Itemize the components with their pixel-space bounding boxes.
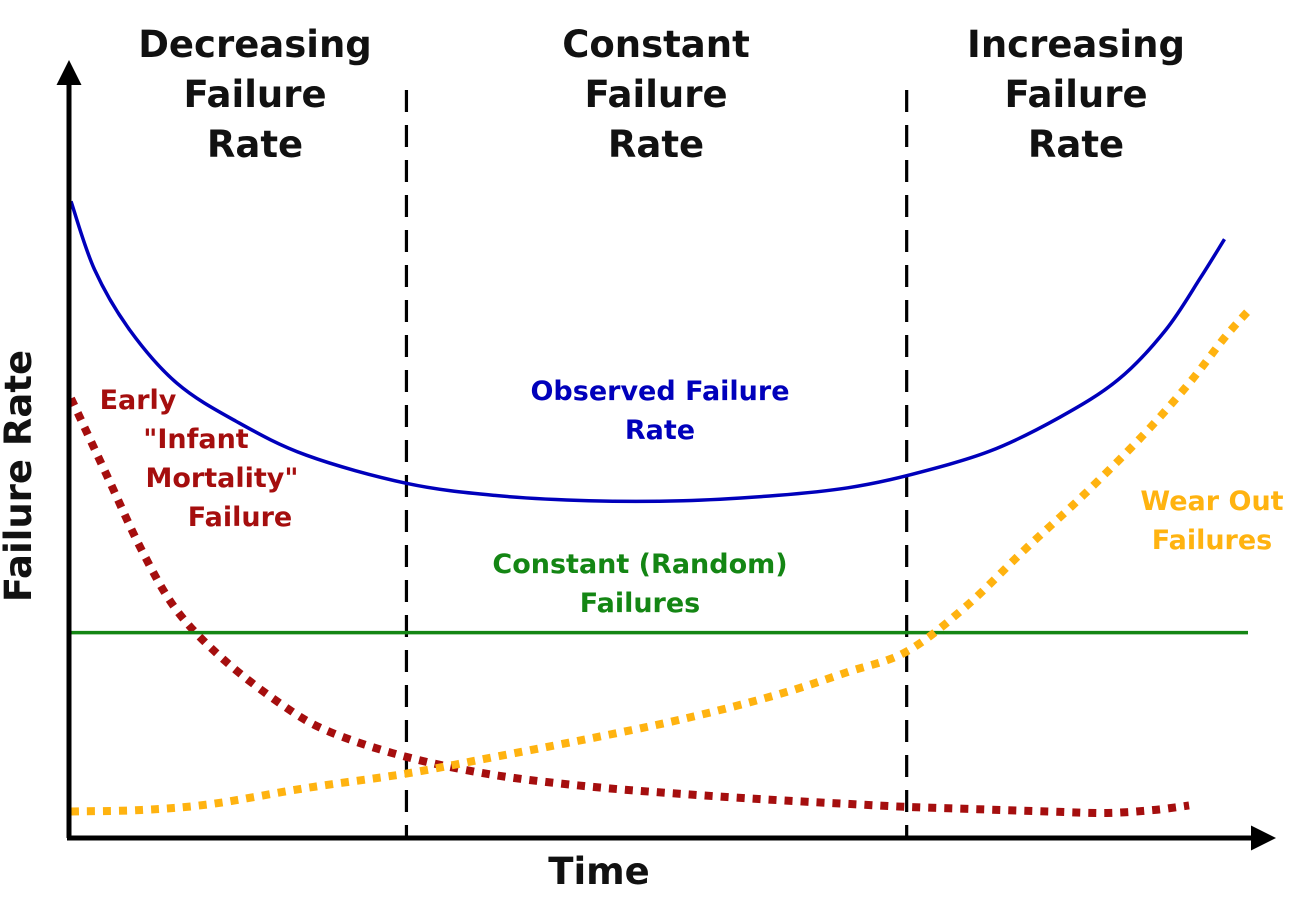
region-title-increasing: Increasing Failure Rate bbox=[967, 23, 1185, 166]
region-title-decreasing-line: Decreasing bbox=[138, 23, 372, 66]
region-title-increasing-line: Rate bbox=[1028, 123, 1124, 166]
axes bbox=[56, 60, 1276, 851]
infant-mortality-label-line: "Infant bbox=[143, 424, 249, 455]
observed-failure-rate-label: Observed Failure Rate bbox=[530, 376, 789, 446]
wear-out-failures-label: Wear Out Failures bbox=[1140, 486, 1283, 556]
wear-out-failures-label-line: Failures bbox=[1152, 525, 1273, 556]
region-title-constant-line: Failure bbox=[584, 73, 727, 116]
observed-failure-rate-label-line: Observed Failure bbox=[530, 376, 789, 407]
constant-random-failures-label-line: Constant (Random) bbox=[492, 549, 787, 580]
region-title-decreasing-line: Failure bbox=[183, 73, 326, 116]
constant-random-failures-label: Constant (Random) Failures bbox=[492, 549, 787, 619]
constant-random-failures-label-line: Failures bbox=[580, 588, 701, 619]
region-title-constant: Constant Failure Rate bbox=[562, 23, 750, 166]
observed-failure-rate-label-line: Rate bbox=[625, 415, 695, 446]
region-title-constant-line: Rate bbox=[608, 123, 704, 166]
region-title-decreasing-line: Rate bbox=[207, 123, 303, 166]
region-boundaries bbox=[404, 90, 909, 838]
region-title-constant-line: Constant bbox=[562, 23, 750, 66]
region-title-increasing-line: Increasing bbox=[967, 23, 1185, 66]
infant-mortality-curve bbox=[67, 396, 1190, 818]
wear-out-failures-label-line: Wear Out bbox=[1140, 486, 1283, 517]
x-axis-title: Time bbox=[548, 850, 650, 893]
wear-out-failures-curve bbox=[70, 308, 1251, 816]
region-title-decreasing: Decreasing Failure Rate bbox=[138, 23, 372, 166]
infant-mortality-label: Early "Infant Mortality" Failure bbox=[100, 385, 299, 533]
y-axis-title: Failure Rate bbox=[0, 350, 40, 602]
infant-mortality-label-line: Failure bbox=[188, 502, 292, 533]
infant-mortality-label-line: Early bbox=[100, 385, 177, 416]
region-title-increasing-line: Failure bbox=[1004, 73, 1147, 116]
infant-mortality-label-line: Mortality" bbox=[146, 463, 299, 494]
observed-failure-rate-curve bbox=[69, 200, 1226, 504]
labels: Time Failure Rate Decreasing Failure RateC… bbox=[0, 23, 1284, 893]
curves bbox=[67, 200, 1251, 818]
